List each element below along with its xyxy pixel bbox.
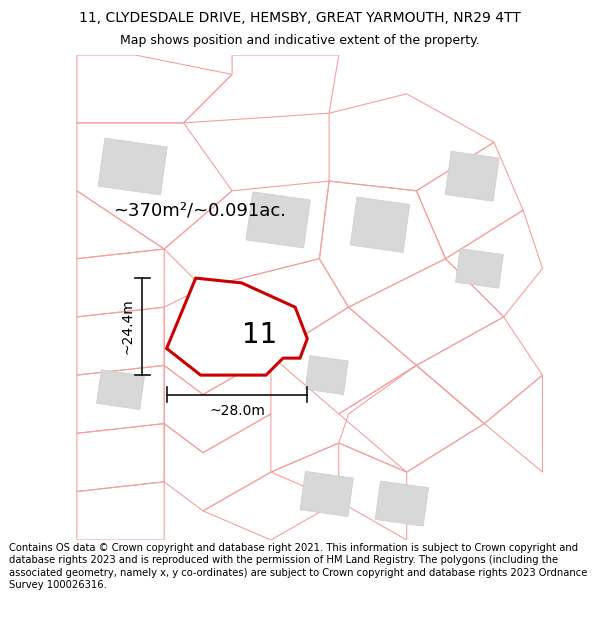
Polygon shape <box>246 192 310 248</box>
Text: ~24.4m: ~24.4m <box>121 299 135 354</box>
Text: ~28.0m: ~28.0m <box>209 404 265 419</box>
Polygon shape <box>455 249 503 288</box>
Polygon shape <box>167 278 307 375</box>
Polygon shape <box>305 356 348 394</box>
Text: Map shows position and indicative extent of the property.: Map shows position and indicative extent… <box>120 34 480 47</box>
Polygon shape <box>300 471 353 516</box>
Polygon shape <box>375 481 428 526</box>
Text: Contains OS data © Crown copyright and database right 2021. This information is : Contains OS data © Crown copyright and d… <box>9 543 587 590</box>
Polygon shape <box>350 197 410 252</box>
Polygon shape <box>198 304 247 349</box>
Polygon shape <box>445 151 499 201</box>
Text: 11: 11 <box>242 321 277 349</box>
Polygon shape <box>97 370 145 409</box>
Text: ~370m²/~0.091ac.: ~370m²/~0.091ac. <box>113 201 286 219</box>
Polygon shape <box>98 138 167 195</box>
Text: 11, CLYDESDALE DRIVE, HEMSBY, GREAT YARMOUTH, NR29 4TT: 11, CLYDESDALE DRIVE, HEMSBY, GREAT YARM… <box>79 11 521 25</box>
